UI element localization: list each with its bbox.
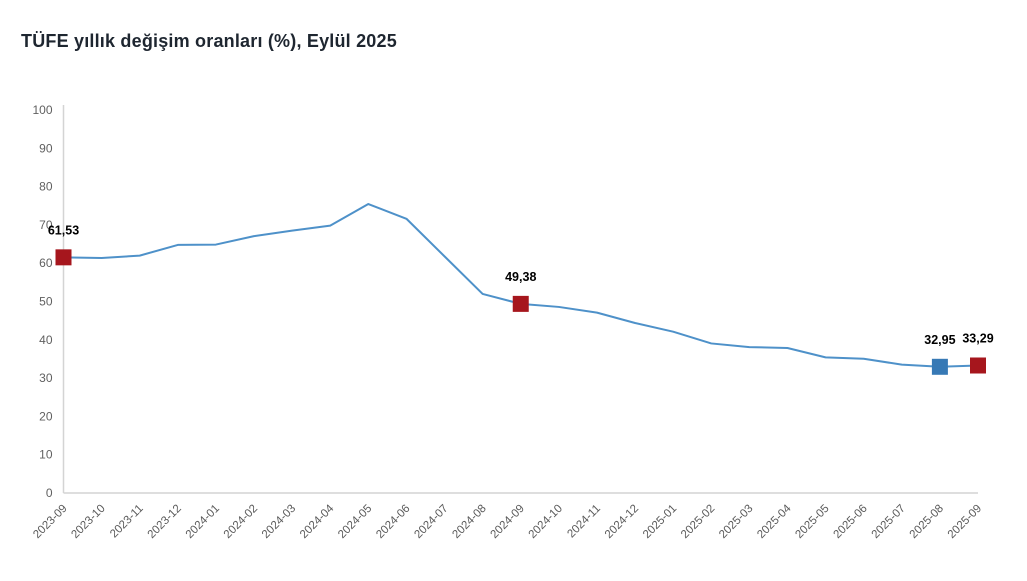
x-tick-label: 2024-06 <box>374 503 412 541</box>
y-tick-label: 50 <box>39 295 53 309</box>
x-tick-label: 2024-05 <box>336 503 374 541</box>
x-tick-label: 2024-03 <box>260 503 298 541</box>
x-tick-label: 2025-01 <box>641 503 679 541</box>
x-tick-label: 2023-10 <box>69 503 107 541</box>
highlight-marker-2025-08[interactable] <box>931 358 948 375</box>
highlight-marker-2024-09[interactable] <box>512 295 529 312</box>
x-tick-label: 2023-09 <box>31 503 69 541</box>
x-tick-label: 2025-03 <box>717 503 755 541</box>
x-tick-label: 2025-07 <box>870 503 908 541</box>
highlight-marker-2023-09[interactable] <box>55 249 72 266</box>
x-tick-label: 2024-04 <box>298 502 337 541</box>
y-tick-label: 60 <box>39 256 53 270</box>
x-tick-label: 2025-08 <box>908 503 946 541</box>
x-tick-label: 2023-11 <box>108 503 146 541</box>
x-tick-label: 2024-07 <box>412 503 450 541</box>
x-tick-label: 2025-02 <box>679 503 717 541</box>
point-value-label: 49,38 <box>505 270 536 284</box>
series-line <box>62 203 979 368</box>
x-tick-label: 2024-09 <box>489 503 527 541</box>
y-tick-label: 70 <box>39 218 53 232</box>
highlight-marker-2025-09[interactable] <box>970 357 986 374</box>
y-tick-label: 0 <box>46 486 53 500</box>
x-tick-label: 2024-01 <box>184 503 222 541</box>
y-tick-label: 80 <box>39 180 53 194</box>
x-tick-label: 2025-06 <box>831 503 869 541</box>
x-tick-label: 2024-12 <box>603 503 641 541</box>
x-tick-label: 2025-04 <box>755 502 794 541</box>
x-tick-label: 2025-05 <box>793 503 831 541</box>
y-tick-label: 10 <box>39 448 53 462</box>
point-value-label: 61,53 <box>48 223 79 237</box>
x-tick-label: 2024-11 <box>565 503 603 541</box>
y-tick-label: 40 <box>39 333 53 347</box>
x-tick-label: 2024-10 <box>527 503 565 541</box>
x-tick-label: 2024-08 <box>450 503 488 541</box>
point-value-label: 32,95 <box>924 333 955 347</box>
chart-title: TÜFE yıllık değişim oranları (%), Eylül … <box>21 31 397 51</box>
point-value-label: 33,29 <box>962 331 993 345</box>
x-tick-label: 2023-12 <box>146 503 184 541</box>
x-tick-label: 2024-02 <box>222 503 260 541</box>
x-tick-label: 2025-09 <box>946 503 984 541</box>
y-tick-label: 20 <box>39 409 53 423</box>
y-tick-label: 100 <box>32 103 52 117</box>
y-tick-label: 90 <box>39 141 53 155</box>
y-tick-label: 30 <box>39 371 53 385</box>
